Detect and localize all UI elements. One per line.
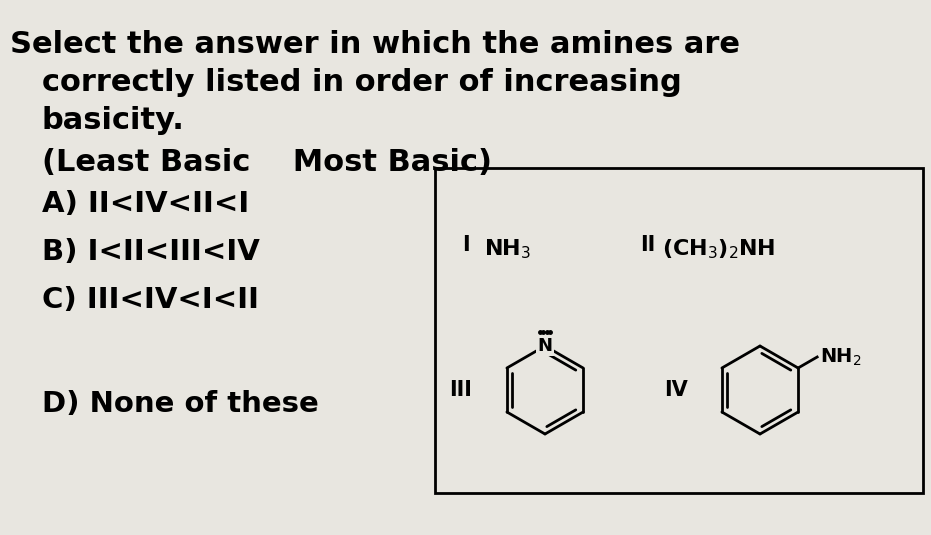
Text: (CH$_3$)$_2$NH: (CH$_3$)$_2$NH [662, 237, 776, 261]
Text: C) III<IV<I<II: C) III<IV<I<II [42, 286, 259, 314]
Text: B) I<II<III<IV: B) I<II<III<IV [42, 238, 260, 266]
Text: I: I [462, 235, 469, 255]
Bar [435, 168, 923, 493]
Text: D) None of these: D) None of these [42, 390, 318, 418]
Text: III: III [449, 380, 472, 400]
Text: correctly listed in order of increasing: correctly listed in order of increasing [42, 68, 681, 97]
Text: (Least Basic    Most Basic): (Least Basic Most Basic) [42, 148, 492, 177]
Text: Select the answer in which the amines are: Select the answer in which the amines ar… [10, 30, 740, 59]
Text: NH$_2$: NH$_2$ [820, 346, 862, 368]
Text: NH$_3$: NH$_3$ [484, 237, 532, 261]
Text: II: II [640, 235, 655, 255]
Text: basicity.: basicity. [42, 106, 185, 135]
Text: IV: IV [664, 380, 688, 400]
Text: A) II<IV<II<I: A) II<IV<II<I [42, 190, 250, 218]
Text: N: N [537, 337, 552, 355]
